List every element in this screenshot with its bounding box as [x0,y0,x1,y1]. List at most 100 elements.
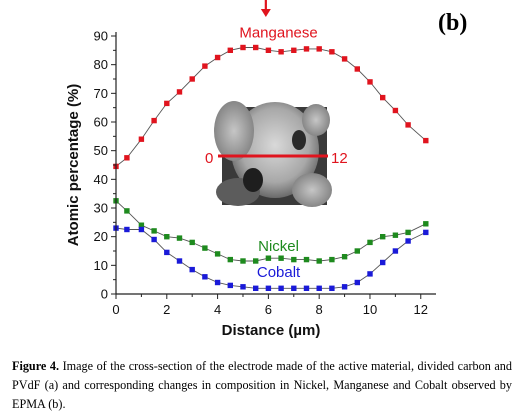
manganese-data-point [214,54,221,61]
inset-particle [292,173,332,207]
y-tick-label: 30 [94,201,108,216]
manganese-data-point [189,76,195,82]
nickel-data-point [202,245,208,251]
nickel-data-point [278,255,284,261]
nickel-series-label: Nickel [258,238,299,255]
x-tick-label: 2 [163,302,170,317]
y-tick-label: 40 [94,172,108,187]
cobalt-data-point [291,285,297,291]
nickel-data-point [329,256,335,263]
epma-chart: (b) 0 12 Manganese Nickel Cobalt 0 [65,0,467,339]
cobalt-data-point [367,271,373,277]
series-layer [113,44,429,291]
nickel-data-point [151,228,157,234]
nickel-data-point [240,258,246,264]
nickel-data-point [423,221,429,227]
cobalt-data-point [329,285,335,291]
manganese-data-point [423,137,429,144]
manganese-data-point [303,46,310,52]
y-tick-label: 80 [94,57,108,72]
manganese-data-point [367,79,373,85]
cobalt-data-point [164,249,170,256]
manganese-series-label: Manganese [239,24,317,41]
y-tick-label: 0 [101,287,108,302]
inset-pore [292,130,306,150]
nickel-data-point [253,258,259,264]
x-tick-label: 8 [316,302,323,317]
nickel-data-point [380,234,386,240]
nickel-data-point [303,256,310,263]
y-tick-label: 50 [94,143,108,158]
manganese-data-point [329,49,335,55]
nickel-data-point [214,251,221,257]
cobalt-data-point [202,274,208,280]
manganese-data-point [354,66,360,72]
cobalt-data-point [278,285,284,291]
y-axis-title: Atomic percentage (%) [65,84,82,247]
cobalt-data-point [303,285,310,291]
cobalt-data-point [316,285,322,291]
manganese-data-point [227,47,233,53]
manganese-data-point [151,117,157,124]
cobalt-data-point [380,259,386,266]
y-tick-label: 60 [94,115,108,130]
cobalt-data-point [151,236,157,243]
nickel-data-point [354,248,360,254]
cobalt-data-point [124,226,130,233]
cobalt-data-point [176,258,183,264]
y-tick-label: 70 [94,86,108,101]
cobalt-data-point [240,284,246,290]
nickel-data-point [316,258,322,264]
position-arrow-head [260,9,271,17]
cobalt-data-point [392,248,399,254]
series-label-layer: Manganese Nickel Cobalt [239,24,317,280]
scan-start-label: 0 [205,150,213,167]
manganese-data-point [291,47,297,53]
cobalt-data-point [138,226,145,233]
manganese-data-point [202,63,208,69]
manganese-data-point [164,100,170,107]
manganese-data-point [278,49,284,55]
cobalt-data-point [227,282,233,289]
x-axis-title: Distance (µm) [222,322,321,339]
manganese-data-point [316,46,322,52]
nickel-data-point [124,208,130,214]
y-tick-label: 90 [94,29,108,44]
position-arrow [260,0,271,17]
manganese-data-point [392,107,399,114]
inset-pore [243,168,263,192]
manganese-data-point [265,47,272,53]
x-tick-label: 4 [214,302,221,317]
nickel-data-point [367,239,373,246]
nickel-data-point [341,254,348,260]
inset-particle [302,104,330,136]
cobalt-data-point [405,238,411,244]
nickel-data-point [392,232,399,238]
nickel-data-point [291,256,297,263]
axes: 0 10 20 30 40 50 60 70 80 90 0 2 4 6 8 10 12 [94,29,436,317]
x-tick-label: 6 [265,302,272,317]
x-tick-label: 10 [363,302,377,317]
manganese-data-point [405,122,411,128]
cobalt-data-point [214,279,221,286]
manganese-data-point [341,56,348,62]
sem-cross-section-inset: 0 12 [205,101,348,207]
manganese-data-point [253,44,259,51]
nickel-data-point [265,255,272,261]
cobalt-data-point [253,285,259,291]
x-tick-label: 0 [112,302,119,317]
cobalt-data-point [189,266,195,273]
nickel-data-point [176,235,183,241]
caption-label: Figure 4. [12,359,59,373]
x-tick-label: 12 [414,302,428,317]
nickel-data-point [227,256,233,263]
nickel-data-point [138,222,145,228]
cobalt-data-point [341,284,348,290]
manganese-data-point [176,89,183,95]
nickel-data-point [189,239,195,246]
nickel-data-point [164,234,170,240]
caption-text: Image of the cross-section of the electr… [12,359,512,411]
manganese-data-point [380,94,386,101]
figure-caption: Figure 4. Image of the cross-section of … [12,357,512,414]
manganese-data-point [124,155,130,161]
